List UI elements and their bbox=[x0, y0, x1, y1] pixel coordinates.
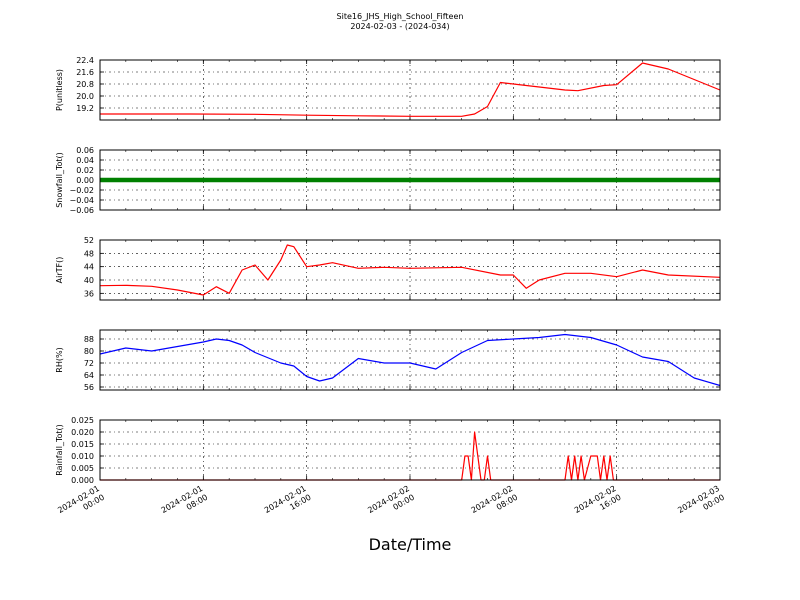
y-tick-label: −0.02 bbox=[69, 186, 94, 195]
y-tick-label: 20.0 bbox=[76, 92, 94, 101]
x-axis-label: Date/Time bbox=[369, 535, 452, 554]
y-tick-label: 21.6 bbox=[76, 68, 94, 77]
y-tick-label: 0.005 bbox=[71, 464, 94, 473]
y-tick-label: 40 bbox=[84, 276, 94, 285]
y-tick-label: 0.000 bbox=[71, 476, 94, 485]
plot-frame bbox=[99, 419, 721, 481]
x-tick-label: 2024-02-0108:00 bbox=[160, 484, 210, 524]
x-tick-labels: 2024-02-0100:00 2024-02-0108:00 2024-02-01… bbox=[56, 484, 726, 524]
panel-1: 19.2 20.0 20.8 21.6 22.4 P(unitless) bbox=[55, 56, 721, 121]
y-tick-label: 0.015 bbox=[71, 440, 94, 449]
y-tick-label: 22.4 bbox=[76, 56, 94, 65]
y-tick-label: 36 bbox=[84, 289, 94, 298]
x-tick-label: 2024-02-0100:00 bbox=[56, 484, 106, 524]
panel-2: −0.06−0.04−0.020.000.020.040.06 Snowfall_… bbox=[55, 146, 721, 215]
panel-4: 56 64 72 80 88 RH(%) bbox=[55, 329, 721, 392]
y-tick-label: −0.06 bbox=[69, 206, 94, 215]
panels: 19.220.020.821.622.4P(unitless)−0.06−0.0… bbox=[55, 56, 721, 485]
x-tick-label: 2024-02-0300:00 bbox=[676, 484, 726, 524]
y-tick-label: 48 bbox=[84, 249, 94, 258]
y-tick-label: 0.04 bbox=[76, 156, 94, 165]
y-tick-label: 20.8 bbox=[76, 80, 94, 89]
y-tick-label: 0.06 bbox=[76, 146, 94, 155]
y-tick-label: 0.010 bbox=[71, 452, 94, 461]
series-line bbox=[99, 244, 721, 296]
y-tick-label: 19.2 bbox=[76, 104, 94, 113]
y-tick-label: 56 bbox=[84, 383, 94, 392]
x-tick-label: 2024-02-0208:00 bbox=[470, 484, 520, 524]
x-tick-label: 2024-02-0116:00 bbox=[263, 484, 313, 524]
panel-5: 0.000 0.005 0.010 0.015 0.020 0.025 Rainfall_T… bbox=[55, 416, 721, 485]
y-tick-label: 64 bbox=[84, 371, 94, 380]
series-line bbox=[100, 431, 720, 481]
y-axis-label: Rainfall_Tot() bbox=[55, 424, 64, 476]
plot-frame bbox=[99, 239, 721, 301]
plot-frame bbox=[99, 149, 721, 211]
y-tick-label: 80 bbox=[84, 347, 94, 356]
chart-subtitle: 2024-02-03 - (2024-034) bbox=[350, 22, 449, 31]
y-tick-label: −0.04 bbox=[69, 196, 94, 205]
chart-title: Site16_JHS_High_School_Fifteen bbox=[337, 12, 464, 21]
y-tick-label: 88 bbox=[84, 335, 94, 344]
x-tick-label: 2024-02-0200:00 bbox=[366, 484, 416, 524]
x-tick-label: 2024-02-0216:00 bbox=[573, 484, 623, 524]
y-axis-label: AirTF() bbox=[55, 257, 64, 284]
y-tick-label: 44 bbox=[84, 263, 94, 272]
series-line bbox=[100, 62, 721, 117]
plot-frame bbox=[99, 59, 721, 121]
plot-frame bbox=[99, 329, 721, 391]
y-tick-label: 0.02 bbox=[76, 166, 94, 175]
y-tick-label: 0.00 bbox=[76, 176, 94, 185]
panel-3: 36 40 44 48 52 AirTF() bbox=[55, 236, 721, 301]
series-line bbox=[99, 333, 721, 387]
y-axis-label: P(unitless) bbox=[55, 69, 64, 111]
y-axis-label: RH(%) bbox=[55, 347, 64, 372]
y-tick-label: 0.025 bbox=[71, 416, 94, 425]
y-tick-label: 72 bbox=[84, 359, 94, 368]
y-axis-label: Snowfall_Tot() bbox=[55, 152, 64, 208]
y-tick-label: 52 bbox=[84, 236, 94, 245]
y-tick-label: 0.020 bbox=[71, 428, 94, 437]
